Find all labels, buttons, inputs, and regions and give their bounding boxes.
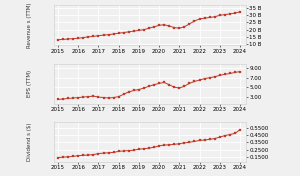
Text: Dividend s ($): Dividend s ($) — [26, 123, 32, 161]
Text: EPS (TTM): EPS (TTM) — [26, 70, 32, 97]
Text: Revenue s (TTM): Revenue s (TTM) — [26, 3, 32, 48]
